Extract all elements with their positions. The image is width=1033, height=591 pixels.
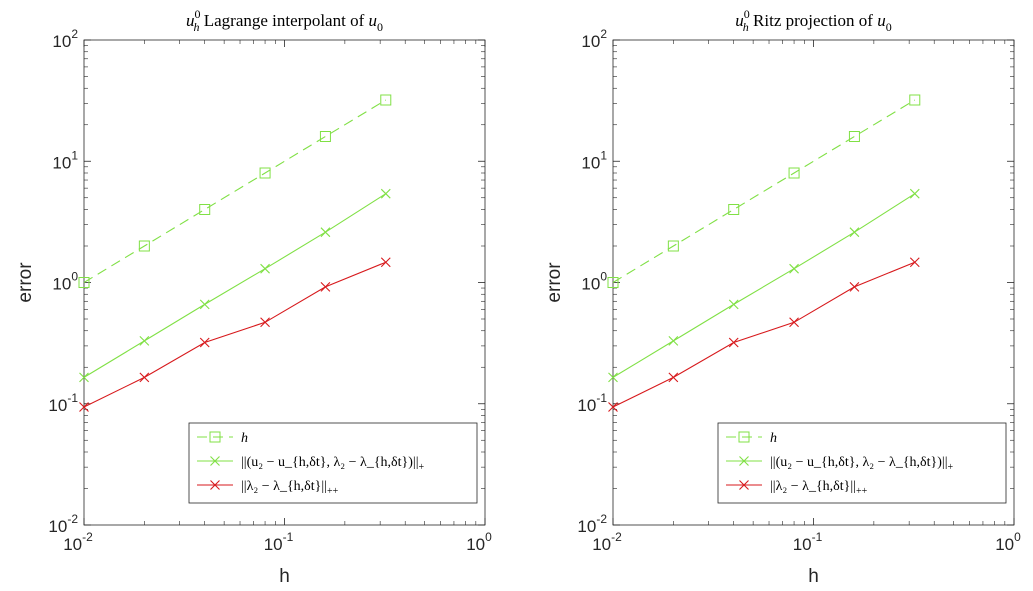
marker-x xyxy=(320,227,331,238)
x-tick-label: 10-1 xyxy=(793,530,823,554)
marker-x xyxy=(728,337,739,348)
marker-square xyxy=(209,431,221,443)
x-tick-label: 100 xyxy=(466,530,492,554)
marker-x xyxy=(608,402,618,412)
series-1 xyxy=(78,94,392,288)
y-tick-label: 10-1 xyxy=(48,391,78,415)
series-line xyxy=(83,99,387,283)
chart-title: u0 h Ritz projection of u0 xyxy=(735,7,891,34)
marker-x xyxy=(789,317,799,328)
marker-x xyxy=(260,263,270,274)
y-tick-label: 102 xyxy=(581,27,607,51)
marker-x xyxy=(210,456,220,466)
y-tick-label: 102 xyxy=(52,27,78,51)
marker-square xyxy=(909,94,921,106)
y-tick-label: 100 xyxy=(52,270,78,294)
marker-x xyxy=(199,337,210,348)
legend-entry: ||λ₂ − λ_{h,δt}||++ xyxy=(770,479,868,497)
x-tick-label: 100 xyxy=(995,530,1021,554)
marker-x xyxy=(608,372,618,383)
y-tick-label: 10-2 xyxy=(48,512,78,536)
marker-square xyxy=(199,204,211,216)
legend-entry: h xyxy=(241,431,248,446)
x-axis-label: h xyxy=(279,566,290,587)
marker-x xyxy=(849,282,860,292)
marker-square xyxy=(667,240,679,252)
marker-x xyxy=(79,372,89,383)
marker-square xyxy=(607,277,619,288)
series-line xyxy=(83,261,387,408)
marker-square xyxy=(380,94,392,106)
marker-x xyxy=(199,299,210,310)
chart-panel-1: 10-2 10-1 100 10-2 10-1 100 101 102 h error u0 h La… xyxy=(15,7,492,587)
marker-x xyxy=(909,257,920,268)
marker-x xyxy=(320,282,331,292)
y-tick-label: 10-1 xyxy=(577,391,607,415)
marker-square xyxy=(78,277,90,288)
legend-entry: ||λ₂ − λ_{h,δt}||++ xyxy=(241,479,339,497)
chart-panel-2: 10-2 10-1 100 10-2 10-1 100 101 102 h error u0 h Ri… xyxy=(544,7,1021,587)
legend-entry: ||(u₂ − u_{h,δt}, λ₂ − λ_{h,δt})||+ xyxy=(770,455,954,473)
marker-x xyxy=(849,227,860,238)
marker-x xyxy=(139,335,150,346)
marker-x xyxy=(739,456,749,466)
marker-x xyxy=(79,402,89,412)
legend: h ||(u₂ − u_{h,δt}, λ₂ − λ_{h,δt})||+ ||λ₂… xyxy=(717,422,1007,504)
marker-square xyxy=(738,431,750,443)
x-tick-label: 10-1 xyxy=(264,530,294,554)
series-line xyxy=(612,193,916,378)
marker-square xyxy=(259,167,271,179)
legend-entry: ||(u₂ − u_{h,δt}, λ₂ − λ_{h,δt})||+ xyxy=(241,455,425,473)
marker-x xyxy=(668,372,679,383)
marker-x xyxy=(210,480,220,490)
y-tick-label: 101 xyxy=(581,148,607,172)
x-tick-label: 10-2 xyxy=(63,530,93,554)
marker-x xyxy=(739,480,749,490)
y-tick-label: 10-2 xyxy=(577,512,607,536)
y-axis-label: error xyxy=(544,262,565,303)
x-axis-label: h xyxy=(808,566,819,587)
marker-square xyxy=(788,167,800,179)
series-line xyxy=(612,99,916,283)
series-line xyxy=(612,261,916,408)
marker-x xyxy=(728,299,739,310)
y-axis-label: error xyxy=(15,262,36,303)
marker-x xyxy=(789,263,799,274)
legend-box xyxy=(188,422,478,504)
series-3 xyxy=(608,257,920,412)
series-2 xyxy=(79,188,391,383)
series-3 xyxy=(79,257,391,412)
marker-x xyxy=(260,317,270,328)
y-tick-label: 100 xyxy=(581,270,607,294)
marker-x xyxy=(668,335,679,346)
marker-x xyxy=(139,372,150,383)
legend-box xyxy=(717,422,1007,504)
x-tick-label: 10-2 xyxy=(592,530,622,554)
marker-x xyxy=(380,188,391,199)
series-line xyxy=(83,193,387,378)
marker-square xyxy=(848,131,860,143)
marker-square xyxy=(319,131,331,143)
marker-square xyxy=(138,240,150,252)
series-2 xyxy=(608,188,920,383)
legend-entry: h xyxy=(770,431,777,446)
chart-title: u0 h Lagrange interpolant of u0 xyxy=(186,7,383,34)
marker-x xyxy=(909,188,920,199)
marker-x xyxy=(380,257,391,268)
legend: h ||(u₂ − u_{h,δt}, λ₂ − λ_{h,δt})||+ ||λ₂… xyxy=(188,422,478,504)
marker-square xyxy=(728,204,740,216)
series-1 xyxy=(607,94,921,288)
y-tick-label: 101 xyxy=(52,148,78,172)
